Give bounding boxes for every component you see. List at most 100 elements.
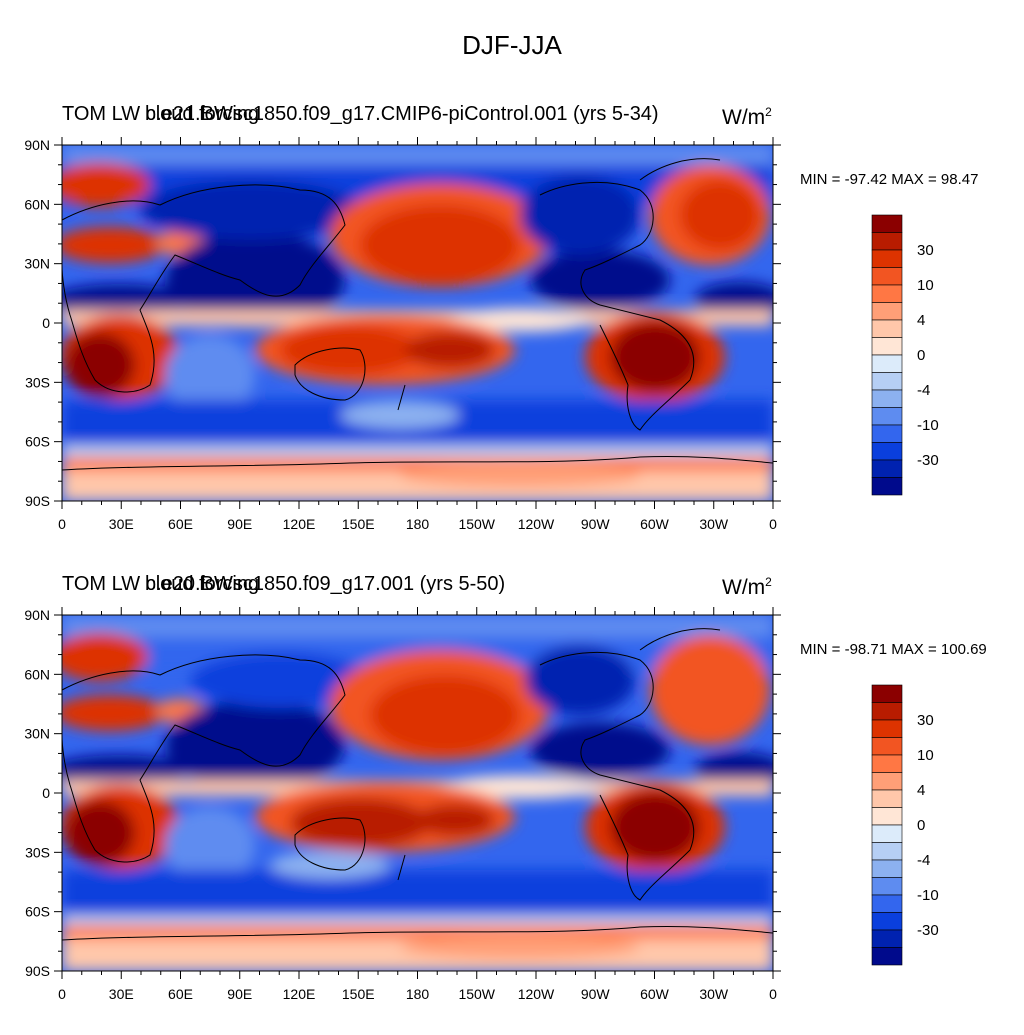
panel-min-max: MIN = -97.42 MAX = 98.47 bbox=[800, 171, 979, 188]
colorbar-swatch bbox=[871, 319, 903, 338]
colorbar-swatch bbox=[871, 337, 903, 356]
lon-tick-label: 180 bbox=[406, 986, 430, 1002]
lon-tick-label: 0 bbox=[769, 986, 777, 1002]
colorbar-label: 0 bbox=[917, 817, 925, 834]
colorbar-swatch bbox=[871, 267, 903, 286]
colorbar-label: -30 bbox=[917, 452, 939, 469]
map-panel-top: 0 30E 60E 90E 120E 150E 180 150W 120W 90W 60W 30W 0 9… bbox=[0, 95, 1024, 565]
lon-tick-label: 30W bbox=[699, 986, 729, 1002]
colorbar-swatch bbox=[871, 477, 903, 496]
colorbar-swatch bbox=[871, 442, 903, 461]
colorbar-swatch bbox=[871, 232, 903, 251]
lon-tick-label: 60W bbox=[640, 516, 670, 532]
colorbar-label: 10 bbox=[917, 277, 934, 294]
panel-units: W/m2 bbox=[722, 105, 772, 129]
panel-min-max: MIN = -98.71 MAX = 100.69 bbox=[800, 641, 987, 658]
colorbar-swatch bbox=[871, 407, 903, 426]
axis-ticks: 0 30E 60E 90E 120E 150E 180 150W 120W 90W 60W 30W 09… bbox=[24, 137, 781, 532]
lon-tick-label: 0 bbox=[769, 516, 777, 532]
lat-tick-label: 90N bbox=[24, 607, 50, 623]
colorbar-swatch bbox=[871, 789, 903, 808]
colorbar-swatch bbox=[871, 702, 903, 721]
colorbar-swatch bbox=[871, 772, 903, 791]
lat-tick-label: 30N bbox=[24, 256, 50, 272]
colorbar-swatch bbox=[871, 754, 903, 773]
lon-tick-label: 60E bbox=[168, 986, 193, 1002]
map-panel-bottom: 0 30E 60E 90E 120E 150E 180 150W 120W 90W 60W 30W 0 9… bbox=[0, 565, 1024, 1035]
map-svg-top: 0 30E 60E 90E 120E 150E 180 150W 120W 90W 60W 30W 09… bbox=[24, 137, 939, 532]
colorbar-label: 4 bbox=[917, 312, 925, 329]
lon-tick-label: 90W bbox=[581, 516, 611, 532]
colorbar-swatch bbox=[871, 459, 903, 478]
lon-tick-label: 30W bbox=[699, 516, 729, 532]
lat-tick-label: 60S bbox=[25, 434, 50, 450]
colorbar-swatch bbox=[871, 684, 903, 703]
lat-tick-label: 30S bbox=[25, 374, 50, 390]
lat-tick-label: 30S bbox=[25, 844, 50, 860]
colorbar-swatch bbox=[871, 249, 903, 268]
lon-tick-label: 150E bbox=[342, 986, 375, 1002]
lat-tick-label: 0 bbox=[42, 785, 50, 801]
lon-tick-label: 30E bbox=[109, 986, 134, 1002]
figure-title: DJF-JJA bbox=[462, 30, 562, 60]
lon-tick-label: 60W bbox=[640, 986, 670, 1002]
lat-tick-label: 60S bbox=[25, 904, 50, 920]
coastlines bbox=[62, 158, 773, 471]
lon-tick-label: 120W bbox=[518, 986, 555, 1002]
colorbar-swatch bbox=[871, 894, 903, 913]
lon-tick-label: 150W bbox=[458, 516, 495, 532]
lon-tick-label: 150W bbox=[458, 986, 495, 1002]
colorbar-swatch bbox=[871, 737, 903, 756]
lat-tick-label: 90N bbox=[24, 137, 50, 153]
contour-field bbox=[62, 615, 773, 971]
colorbar-swatch bbox=[871, 424, 903, 443]
panel-units: W/m2 bbox=[722, 575, 772, 599]
lon-tick-label: 60E bbox=[168, 516, 193, 532]
panel-case-name: b.e21.BWsc1850.f09_g17.CMIP6-piControl.0… bbox=[145, 103, 659, 125]
colorbar-swatch bbox=[871, 859, 903, 878]
lon-tick-label: 0 bbox=[58, 516, 66, 532]
contour-field bbox=[62, 145, 773, 501]
lon-tick-label: 120E bbox=[283, 516, 316, 532]
colorbar-swatch bbox=[871, 372, 903, 391]
lon-tick-label: 120W bbox=[518, 516, 555, 532]
colorbar-label: 30 bbox=[917, 712, 934, 729]
lon-tick-label: 0 bbox=[58, 986, 66, 1002]
colorbar-swatch bbox=[871, 284, 903, 303]
colorbar-label: -10 bbox=[917, 887, 939, 904]
lon-tick-label: 180 bbox=[406, 516, 430, 532]
coastlines bbox=[62, 628, 773, 941]
colorbar: 30 10 4 0 -4 -10 -30 bbox=[871, 684, 939, 966]
lat-tick-label: 90S bbox=[25, 493, 50, 509]
lon-tick-label: 90E bbox=[227, 516, 252, 532]
colorbar-swatch bbox=[871, 842, 903, 861]
panel-case-name: b.e20.BWsc1850.f09_g17.001 (yrs 5-50) bbox=[145, 573, 506, 595]
lat-tick-label: 90S bbox=[25, 963, 50, 979]
lat-tick-label: 60N bbox=[24, 196, 50, 212]
lat-tick-label: 30N bbox=[24, 726, 50, 742]
axis-ticks: 0 30E 60E 90E 120E 150E 180 150W 120W 90W 60W 30W 09… bbox=[24, 607, 781, 1002]
colorbar-swatch bbox=[871, 912, 903, 931]
colorbar-swatch bbox=[871, 929, 903, 948]
colorbar-label: -4 bbox=[917, 852, 930, 869]
colorbar-label: 30 bbox=[917, 242, 934, 259]
map-svg-bottom: 0 30E 60E 90E 120E 150E 180 150W 120W 90W 60W 30W 09… bbox=[24, 607, 939, 1002]
panel-left-string: TOM LW cloud forcing bbox=[62, 103, 260, 125]
lon-tick-label: 120E bbox=[283, 986, 316, 1002]
colorbar-swatch bbox=[871, 354, 903, 373]
colorbar-swatch bbox=[871, 389, 903, 408]
colorbar-swatch bbox=[871, 877, 903, 896]
colorbar-label: -10 bbox=[917, 417, 939, 434]
colorbar-label: 10 bbox=[917, 747, 934, 764]
lon-tick-label: 150E bbox=[342, 516, 375, 532]
lat-tick-label: 0 bbox=[42, 315, 50, 331]
lon-tick-label: 30E bbox=[109, 516, 134, 532]
colorbar-label: -30 bbox=[917, 922, 939, 939]
colorbar-swatch bbox=[871, 214, 903, 233]
lat-tick-label: 60N bbox=[24, 666, 50, 682]
colorbar-swatch bbox=[871, 719, 903, 738]
colorbar-swatch bbox=[871, 947, 903, 966]
colorbar-label: 0 bbox=[917, 347, 925, 364]
colorbar-label: 4 bbox=[917, 782, 925, 799]
colorbar-label: -4 bbox=[917, 382, 930, 399]
